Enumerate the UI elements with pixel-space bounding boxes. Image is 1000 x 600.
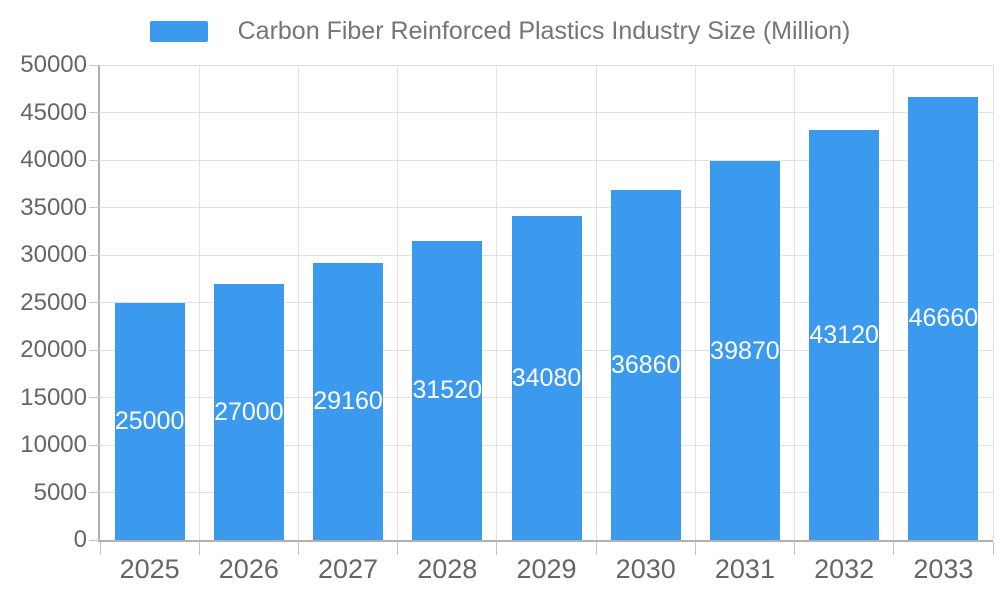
bar-value-label: 25000 xyxy=(114,407,185,436)
x-axis-tick xyxy=(694,542,696,555)
x-axis-label: 2028 xyxy=(417,554,478,584)
y-axis-tick xyxy=(89,492,100,493)
v-gridline xyxy=(297,65,299,540)
y-axis-tick xyxy=(89,254,100,256)
bar-2033[interactable]: 46660 xyxy=(908,96,979,540)
x-axis-tick xyxy=(297,542,299,555)
y-axis-tick xyxy=(89,539,100,541)
v-gridline xyxy=(794,65,796,540)
x-axis-label: 2031 xyxy=(714,554,775,584)
v-gridline xyxy=(992,65,994,540)
y-axis-tick xyxy=(89,302,100,303)
bar-2031[interactable]: 39870 xyxy=(709,161,780,540)
x-axis-label: 2030 xyxy=(615,554,676,584)
bar-value-label: 27000 xyxy=(214,397,284,426)
bar-value-label: 36860 xyxy=(610,350,681,379)
legend[interactable]: Carbon Fiber Reinforced Plastics Industr… xyxy=(0,17,1000,45)
y-axis-tick xyxy=(89,64,100,66)
x-axis-label: 2033 xyxy=(913,554,974,584)
y-axis-tick xyxy=(89,349,100,351)
v-gridline xyxy=(595,65,597,540)
bar-2028[interactable]: 31520 xyxy=(412,240,483,540)
bar-2032[interactable]: 43120 xyxy=(809,130,880,540)
x-axis-tick xyxy=(99,542,101,555)
y-axis-label: 0 xyxy=(73,526,87,553)
h-gridline xyxy=(100,207,993,208)
bar-value-label: 29160 xyxy=(313,387,383,416)
bar-2029[interactable]: 34080 xyxy=(511,216,582,540)
bar-2030[interactable]: 36860 xyxy=(610,189,681,540)
x-axis-label: 2032 xyxy=(814,554,875,584)
v-gridline xyxy=(893,65,895,540)
y-axis-label: 30000 xyxy=(20,241,87,268)
y-axis-label: 40000 xyxy=(20,146,87,173)
x-axis-label: 2027 xyxy=(318,554,379,584)
y-axis-label: 45000 xyxy=(20,98,87,126)
h-gridline xyxy=(100,64,993,66)
x-axis-tick xyxy=(893,542,895,555)
x-axis-label: 2025 xyxy=(119,554,180,584)
y-axis-tick xyxy=(89,397,100,398)
y-axis-label: 5000 xyxy=(33,478,87,506)
x-axis-label: 2029 xyxy=(516,554,577,584)
v-gridline xyxy=(198,65,200,540)
x-axis-tick xyxy=(397,542,399,555)
legend-swatch xyxy=(149,20,208,42)
x-axis-tick xyxy=(496,542,498,555)
bar-2025[interactable]: 25000 xyxy=(114,302,185,540)
bar-value-label: 46660 xyxy=(908,304,979,333)
x-axis-tick xyxy=(198,542,200,555)
y-axis-line xyxy=(98,65,100,542)
x-axis-line xyxy=(98,540,993,542)
y-axis-label: 50000 xyxy=(20,51,87,78)
x-axis-label: 2026 xyxy=(218,554,279,584)
y-axis-tick xyxy=(89,112,100,113)
x-axis-tick xyxy=(992,542,994,555)
bar-value-label: 34080 xyxy=(511,364,582,393)
legend-label: Carbon Fiber Reinforced Plastics Industr… xyxy=(237,17,851,45)
v-gridline xyxy=(397,65,399,540)
h-gridline xyxy=(100,112,993,113)
y-axis-tick xyxy=(89,207,100,208)
h-gridline xyxy=(100,159,993,161)
y-axis-tick xyxy=(89,444,100,446)
bar-value-label: 31520 xyxy=(412,376,483,405)
bar-2026[interactable]: 27000 xyxy=(213,283,284,540)
x-axis-tick xyxy=(794,542,796,555)
bar-value-label: 43120 xyxy=(809,321,879,350)
v-gridline xyxy=(496,65,498,540)
v-gridline xyxy=(694,65,696,540)
y-axis-tick xyxy=(89,159,100,161)
bar-2027[interactable]: 29160 xyxy=(313,262,384,540)
y-axis-label: 15000 xyxy=(20,383,87,411)
y-axis-label: 20000 xyxy=(20,336,87,363)
y-axis-label: 10000 xyxy=(20,431,87,458)
y-axis-label: 25000 xyxy=(20,288,87,316)
x-axis-tick xyxy=(595,542,597,555)
y-axis-label: 35000 xyxy=(20,193,87,221)
bar-value-label: 39870 xyxy=(710,336,780,365)
